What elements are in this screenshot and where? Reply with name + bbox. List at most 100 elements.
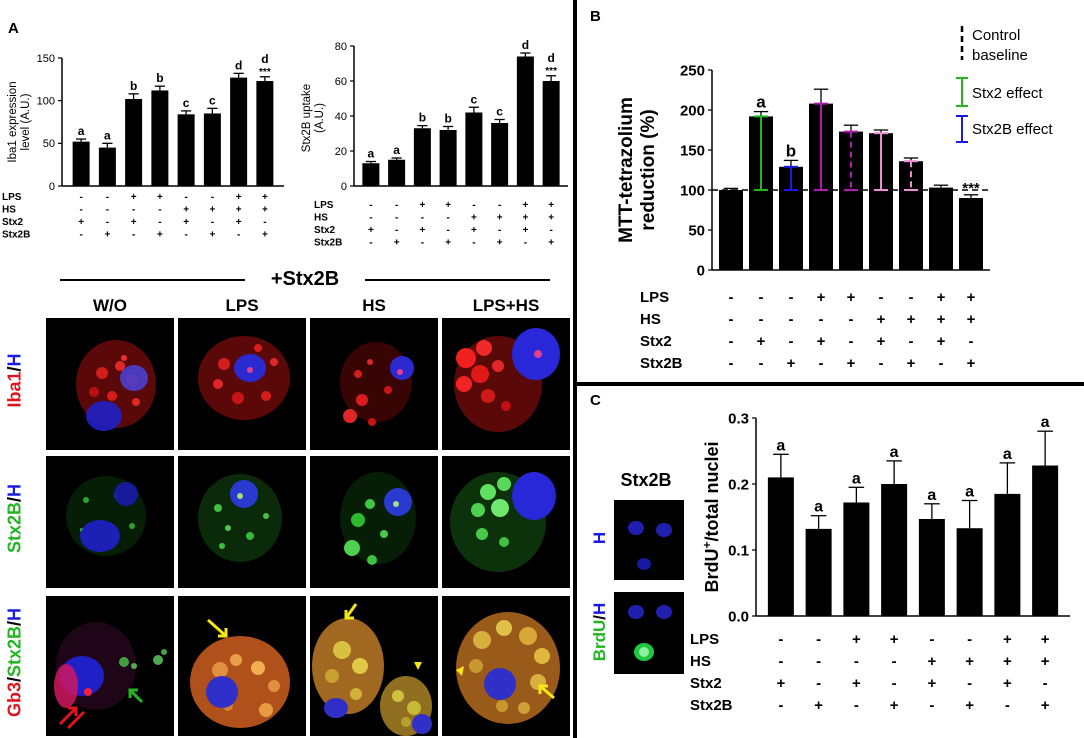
treatment-sign: + (497, 213, 503, 224)
treatment-sign: + (937, 311, 946, 328)
bar (899, 161, 923, 270)
treatment-sign: + (131, 217, 137, 228)
treatment-sign: - (759, 311, 764, 328)
y-tick-label: 50 (688, 222, 705, 239)
col-label-lps: LPS (225, 296, 259, 315)
bar (203, 113, 221, 186)
treatment-sign: - (395, 200, 398, 211)
treatment-sign: - (421, 238, 424, 249)
significance-letter: b (786, 141, 796, 160)
treatment-sign: + (877, 333, 886, 350)
treatment-sign: + (262, 192, 268, 203)
bar (805, 528, 832, 616)
y-tick-label: 150 (37, 53, 55, 65)
micrograph-stx2b-lps (178, 456, 306, 588)
treatment-sign: - (778, 653, 783, 670)
treatment-sign: - (524, 238, 527, 249)
treatment-label: Stx2B (640, 355, 683, 372)
treatment-sign: + (445, 200, 451, 211)
y-tick-label: 0 (697, 262, 705, 279)
treatment-sign: - (879, 355, 884, 372)
treatment-sign: - (421, 213, 424, 224)
col-label-wo: W/O (93, 296, 127, 315)
significance-letter: b (130, 79, 137, 93)
treatment-sign: - (106, 192, 109, 203)
treatment-sign: - (132, 230, 135, 241)
treatment-sign: + (236, 217, 242, 228)
y-tick-label: 0.3 (728, 410, 749, 427)
treatment-label: Stx2 (2, 217, 24, 228)
y-tick-label: 80 (335, 41, 347, 53)
significance-letter: c (471, 92, 478, 106)
treatment-sign: - (778, 697, 783, 714)
y-tick-label: 0.2 (728, 476, 749, 493)
treatment-sign: + (522, 225, 528, 236)
treatment-sign: + (522, 200, 528, 211)
treatment-sign: + (965, 653, 974, 670)
treatment-sign: - (211, 192, 214, 203)
y-tick-label: 250 (680, 62, 705, 79)
treatment-label: Stx2 (690, 675, 722, 692)
treatment-sign: + (852, 631, 861, 648)
treatment-sign: - (967, 675, 972, 692)
micrograph-stx2b-lps-hs (442, 456, 570, 588)
treatment-sign: + (852, 675, 861, 692)
significance-letter: b (444, 112, 451, 126)
treatment-sign: + (183, 217, 189, 228)
mtt-reduction-chart: 0 50 100 150 200 250 a b *** MTT-tetrazoliumreduc… (616, 26, 1053, 372)
significance-letter: a (814, 499, 823, 516)
significance-letter: a (78, 124, 85, 138)
treatment-label: Stx2B (2, 230, 30, 241)
treatment-sign: + (1003, 653, 1012, 670)
panel-letter-b: B (590, 8, 601, 25)
micrograph-stx2b-wo (46, 456, 174, 588)
treatment-sign: + (522, 213, 528, 224)
bar (98, 147, 116, 186)
bar (843, 502, 870, 616)
bar (72, 141, 90, 186)
treatment-sign: - (967, 631, 972, 648)
treatment-sign: - (816, 675, 821, 692)
treatment-sign: - (446, 225, 449, 236)
bar (719, 190, 743, 270)
bar (465, 112, 483, 186)
treatment-sign: - (369, 238, 372, 249)
panel-c-label-brdu-h: BrdU/H (590, 602, 609, 662)
treatment-label: LPS (640, 289, 669, 306)
significance-letter: b (156, 71, 163, 85)
treatment-sign: + (1041, 697, 1050, 714)
bar (491, 123, 509, 186)
treatment-label: HS (2, 205, 16, 216)
treatment-sign: - (395, 225, 398, 236)
treatment-label: LPS (690, 631, 719, 648)
y-axis-label: BrdU+/total nuclei (700, 441, 722, 592)
treatment-sign: + (965, 697, 974, 714)
bar (516, 56, 534, 186)
treatment-sign: - (909, 333, 914, 350)
treatment-sign: + (907, 355, 916, 372)
treatment-sign: - (369, 213, 372, 224)
bar (230, 77, 248, 186)
treatment-sign: + (157, 230, 163, 241)
bar (1032, 465, 1059, 616)
treatment-sign: + (183, 205, 189, 216)
treatment-sign: - (263, 217, 266, 228)
significance-stars: *** (962, 180, 980, 197)
micrograph-gb3-lps-hs (442, 596, 570, 736)
treatment-sign: - (729, 333, 734, 350)
treatment-sign: - (729, 311, 734, 328)
micrograph-c-brdu (614, 592, 684, 674)
bar (125, 98, 143, 186)
bar (929, 187, 953, 270)
treatment-sign: - (789, 289, 794, 306)
treatment-sign: - (158, 217, 161, 228)
legend-stx2b-label: Stx2B effect (972, 121, 1053, 138)
treatment-sign: - (819, 311, 824, 328)
bar (362, 163, 380, 186)
treatment-sign: + (847, 289, 856, 306)
significance-letter: b (419, 111, 426, 125)
bar (177, 114, 195, 186)
y-tick-label: 40 (335, 111, 347, 123)
y-tick-label: 20 (335, 146, 347, 158)
